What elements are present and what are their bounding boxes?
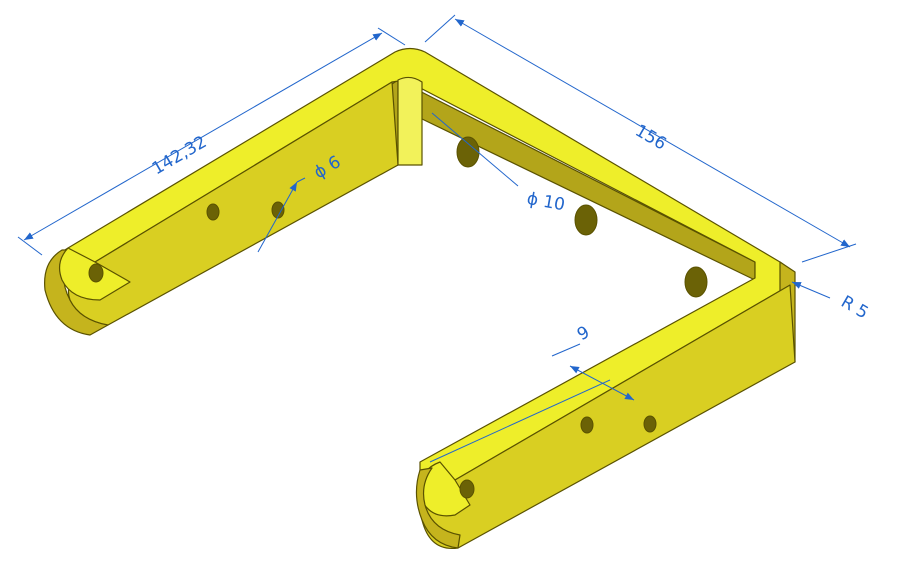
hole-base-2[interactable] (574, 204, 598, 236)
right-arm-outer-side (419, 284, 796, 550)
hole-right-2[interactable] (643, 415, 657, 433)
inner-bend-fillet (397, 76, 423, 166)
dim-spacing-ext (551, 343, 581, 357)
hole-right-1[interactable] (580, 416, 594, 434)
dim-label-hole-spacing[interactable]: 9 (574, 322, 593, 345)
hole-left-1[interactable] (206, 203, 220, 221)
dim-left-ext-2 (377, 27, 406, 46)
dim-hole6-leader (257, 181, 298, 253)
dim-label-bend-radius[interactable]: R 5 (837, 292, 871, 323)
dim-left-line (23, 32, 383, 241)
base-inner-face (397, 79, 756, 281)
dimension-annotations (17, 14, 857, 463)
dim-label-length-base[interactable]: 156 (631, 121, 669, 155)
hole-left-end[interactable] (88, 263, 104, 283)
dim-base-line (454, 18, 851, 248)
dim-left-ext-1 (17, 236, 43, 256)
hole-base-1[interactable] (456, 136, 480, 168)
dim-base-ext-2 (801, 243, 857, 263)
dim-spacing-long (429, 379, 611, 463)
right-arm-end (415, 467, 461, 549)
dim-hole6-shoulder (296, 177, 306, 183)
dim-label-hole-large[interactable]: ϕ 10 (525, 189, 566, 215)
dim-hole10-leader (431, 112, 519, 187)
dim-base-ext-1 (424, 14, 456, 43)
dim-radius-leader (791, 281, 831, 299)
bracket-part[interactable] (44, 47, 796, 550)
hole-base-3[interactable] (684, 266, 708, 298)
dim-spacing-line (569, 365, 635, 401)
hole-right-end[interactable] (459, 479, 475, 499)
